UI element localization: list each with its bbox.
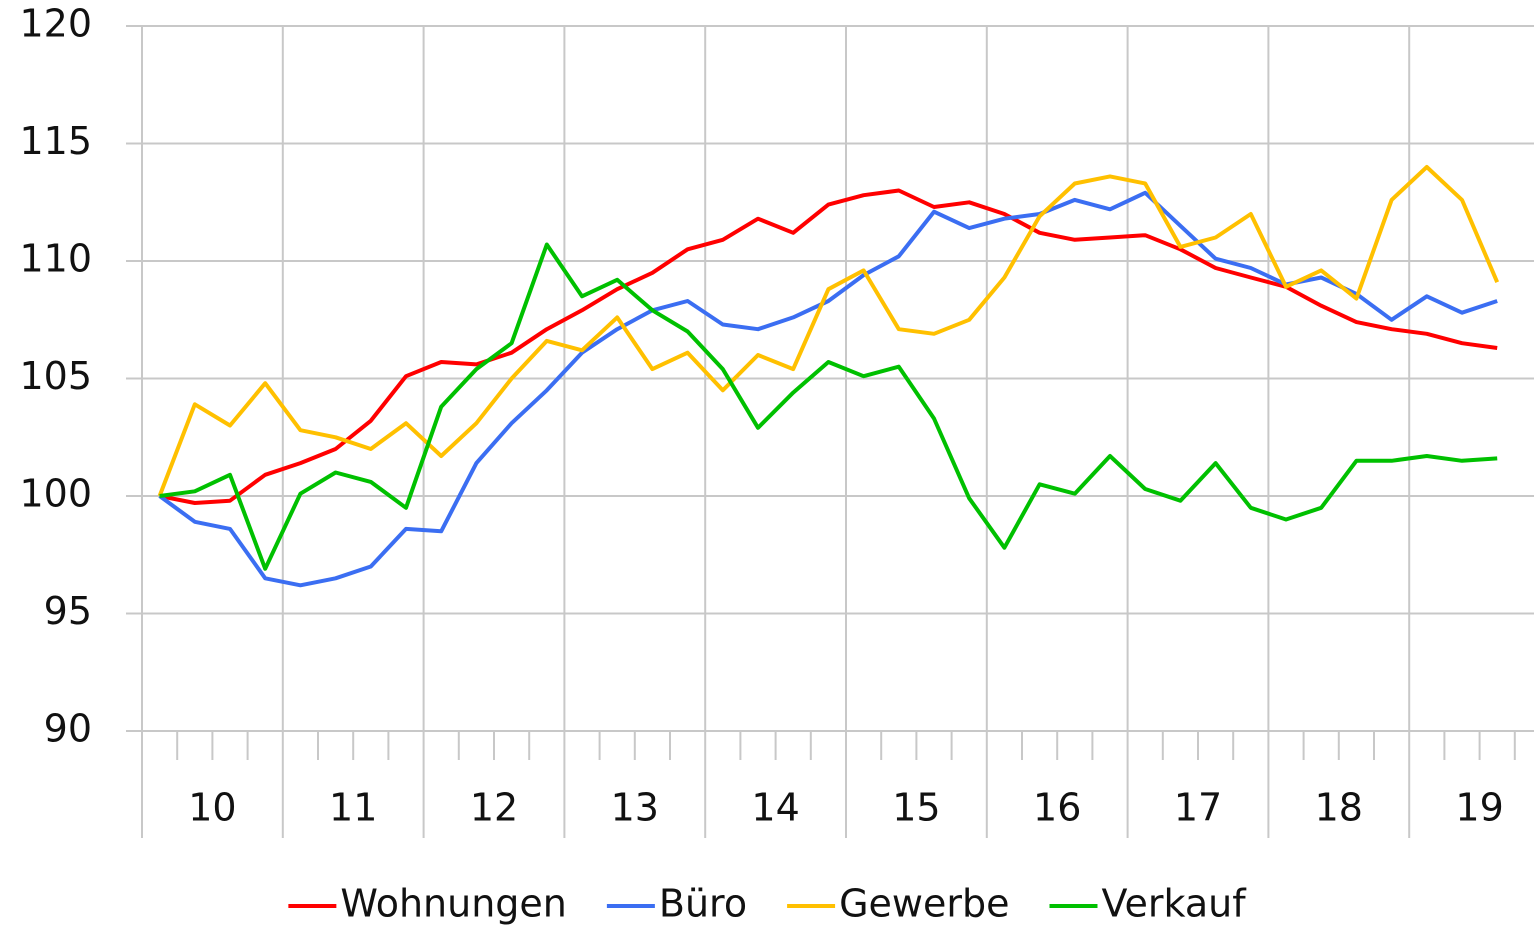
x-group-label: 17 <box>1174 786 1222 830</box>
y-tick-label: 100 <box>19 472 92 516</box>
y-tick-label: 110 <box>19 237 92 281</box>
y-tick-label: 120 <box>19 2 92 46</box>
x-group-label: 12 <box>470 786 518 830</box>
x-group-label: 11 <box>329 786 377 830</box>
y-tick-label: 90 <box>44 707 92 751</box>
y-tick-label: 105 <box>19 354 92 398</box>
y-tick-label: 115 <box>19 119 92 163</box>
x-group-label: 15 <box>892 786 940 830</box>
line-series <box>159 242 1498 571</box>
x-group-label: 18 <box>1315 786 1363 830</box>
x-group-label: 13 <box>611 786 659 830</box>
line-series <box>159 188 1498 505</box>
line-series <box>158 190 1498 588</box>
legend-label: Wohnungen <box>340 882 567 926</box>
x-group-label: 10 <box>188 786 236 830</box>
x-group-label: 16 <box>1033 786 1081 830</box>
y-tick-label: 95 <box>44 589 92 633</box>
line-series <box>157 165 1500 497</box>
legend-label: Büro <box>659 882 747 926</box>
x-group-label: 14 <box>751 786 799 830</box>
legend-label: Gewerbe <box>839 882 1009 926</box>
x-group-label: 19 <box>1455 786 1503 830</box>
legend-label: Verkauf <box>1101 882 1247 926</box>
